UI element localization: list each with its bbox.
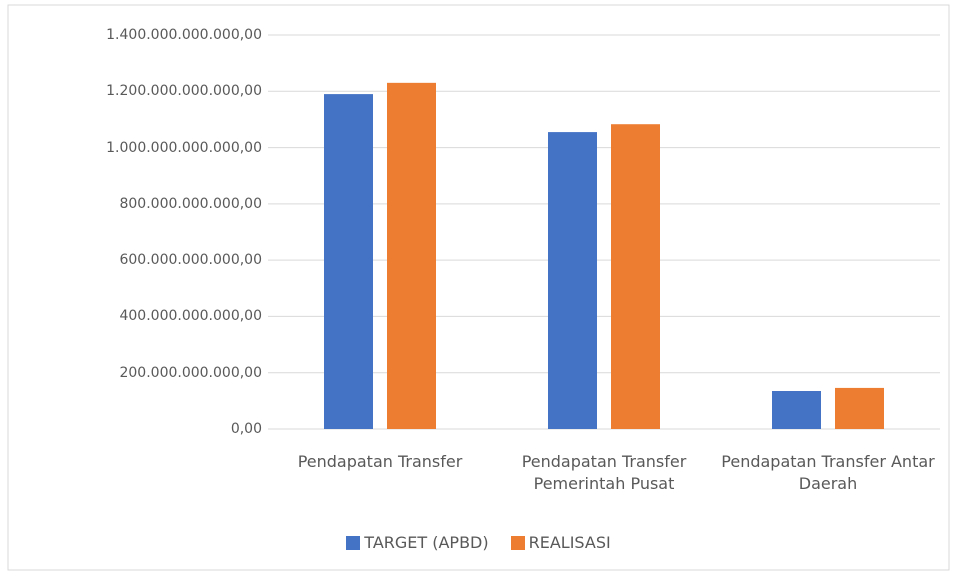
y-tick-label: 0,00	[230, 421, 262, 437]
y-tick-label: 1.200.000.000.000,00	[106, 83, 262, 100]
legend-item: REALISASI	[510, 533, 611, 552]
bar	[324, 94, 373, 429]
legend-item: TARGET (APBD)	[346, 533, 489, 552]
x-tick-label: Pendapatan Transfer Pemerintah Pusat	[521, 452, 687, 493]
y-tick-label: 1.000.000.000.000,00	[106, 139, 262, 156]
bar	[772, 391, 821, 429]
chart-border	[7, 4, 950, 571]
bar	[548, 132, 597, 430]
bar	[611, 124, 660, 429]
y-tick-label: 800.000.000.000,00	[119, 195, 262, 212]
legend-swatch	[346, 535, 361, 550]
bar	[387, 82, 436, 429]
x-tick-label: Pendapatan Transfer Antar Daerah	[721, 452, 935, 493]
legend-label: TARGET (APBD)	[364, 533, 489, 552]
legend-label: REALISASI	[528, 533, 611, 552]
y-tick-label: 200.000.000.000,00	[119, 364, 262, 381]
legend: TARGET (APBD) REALISASI	[0, 533, 957, 552]
y-tick-label: 400.000.000.000,00	[119, 308, 262, 325]
y-tick-label: 600.000.000.000,00	[119, 252, 262, 269]
x-tick-label: Pendapatan Transfer	[297, 452, 463, 471]
y-tick-label: 1.400.000.000.000,00	[106, 27, 262, 43]
bar	[835, 387, 884, 429]
legend-swatch	[510, 535, 525, 550]
